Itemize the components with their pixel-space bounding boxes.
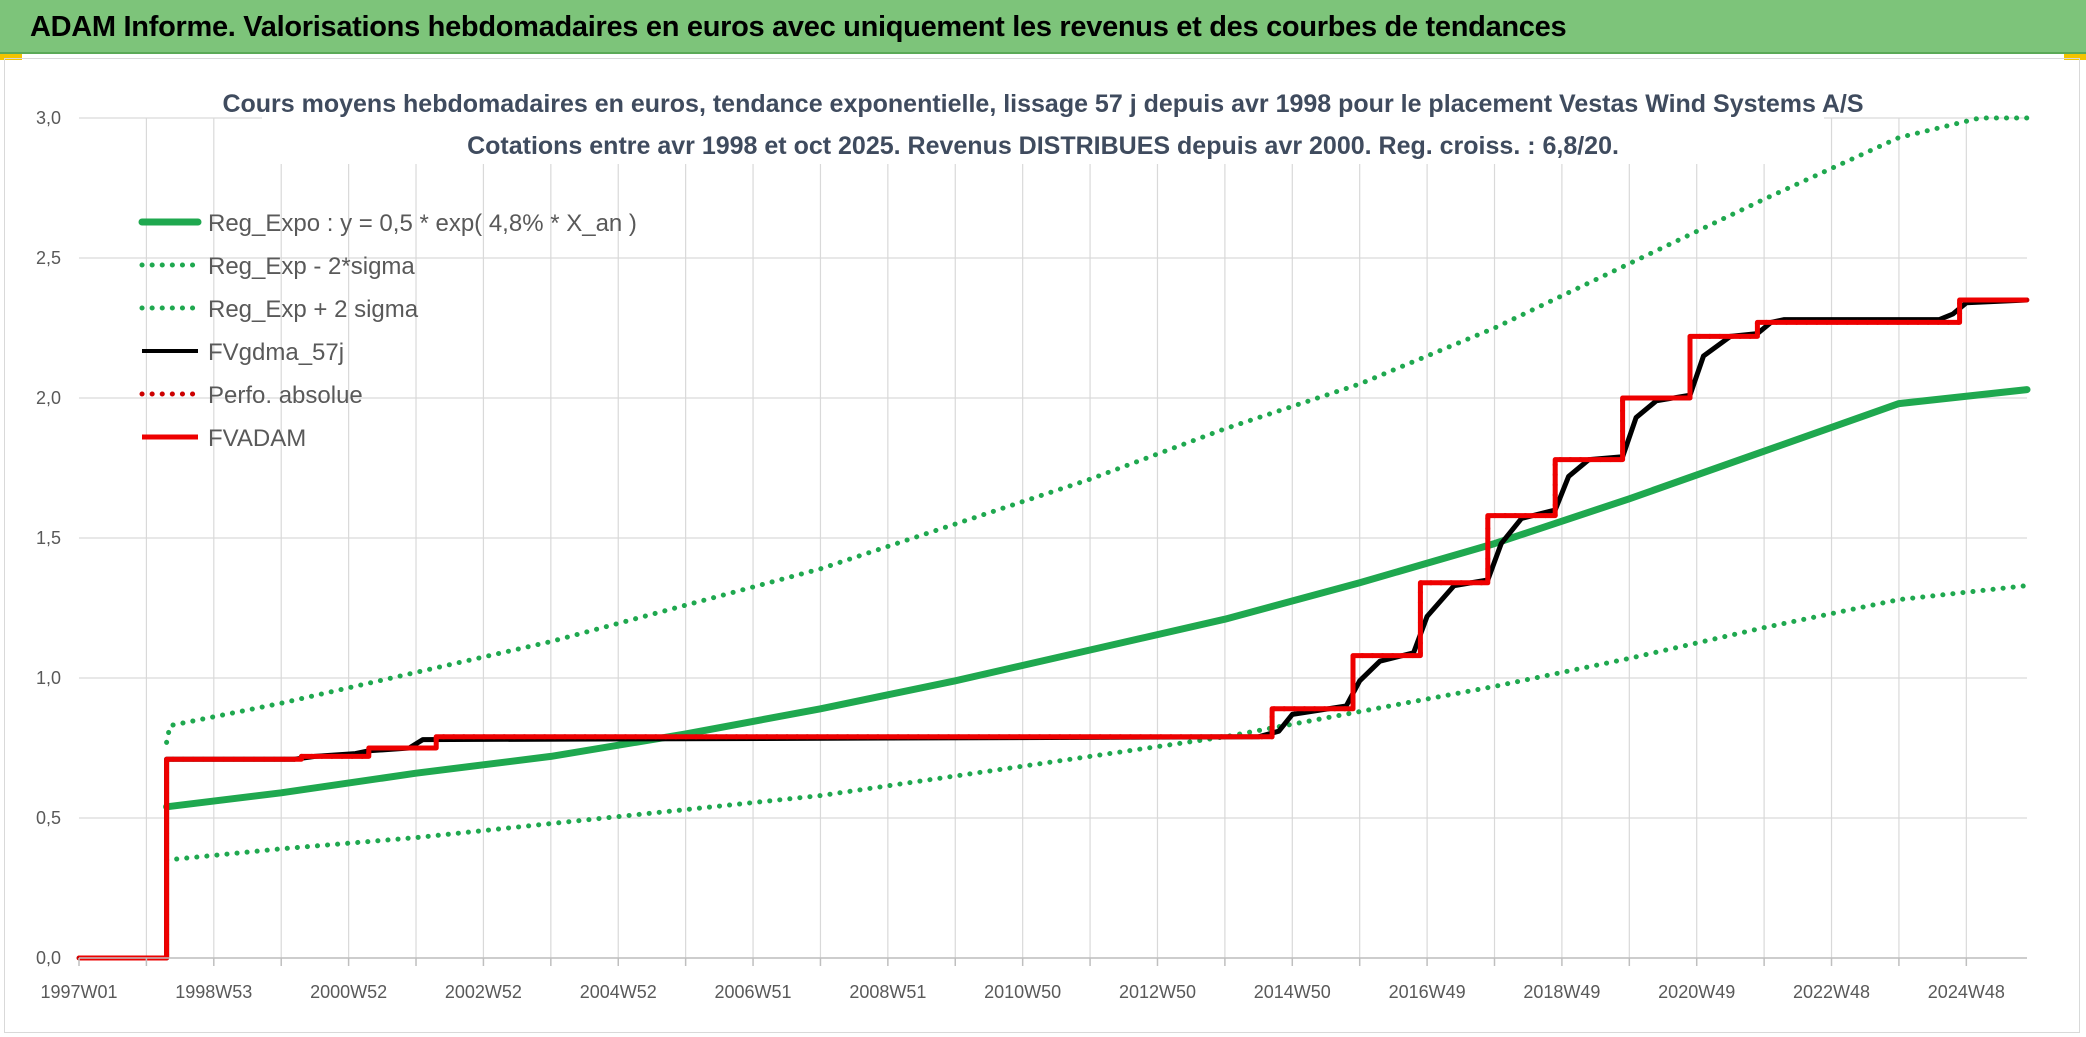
x-tick-label: 2000W52 xyxy=(310,982,387,1002)
legend-label-reg-exp-2-sigma: Reg_Exp + 2 sigma xyxy=(208,296,419,323)
chart-frame xyxy=(4,58,2080,1033)
legend-label-fvgdma-57j: FVgdma_57j xyxy=(208,339,344,366)
x-tick-label: 2006W51 xyxy=(715,982,792,1002)
legend-label-perfo-absolue: Perfo. absolue xyxy=(208,382,363,409)
chart-subtitle: Cotations entre avr 1998 et oct 2025. Re… xyxy=(467,132,1619,160)
series-line-reg-exp-2-sigma xyxy=(164,115,2030,745)
report-title: ADAM Informe. Valorisations hebdomadaire… xyxy=(30,11,1567,43)
legend-label-reg-exp-2-sigma: Reg_Exp - 2*sigma xyxy=(208,253,415,280)
series-line-reg-exp-2-sigma xyxy=(164,583,2030,863)
report-banner: ADAM Informe. Valorisations hebdomadaire… xyxy=(0,0,2086,54)
x-tick-label: 2008W51 xyxy=(849,982,926,1002)
x-tick-label: 2014W50 xyxy=(1254,982,1331,1002)
x-tick-label: 2022W48 xyxy=(1793,982,1870,1002)
y-tick-label: 1,5 xyxy=(36,528,61,548)
series-line-reg-expo-y-0-5-exp-4-8-x-an xyxy=(163,386,2031,811)
y-tick-label: 2,0 xyxy=(36,388,61,408)
corner-accent-top-right xyxy=(2064,54,2086,60)
legend: Reg_Expo : y = 0,5 * exp( 4,8% * X_an ) R… xyxy=(138,210,637,452)
x-tick-label: 2024W48 xyxy=(1928,982,2005,1002)
x-tick-label: 2002W52 xyxy=(445,982,522,1002)
x-tick-label: 2020W49 xyxy=(1658,982,1735,1002)
series-lines xyxy=(76,115,2031,961)
series-line-perfo-absolue xyxy=(76,297,2030,961)
series-line-fvadam xyxy=(79,297,2027,961)
y-tick-label: 2,5 xyxy=(36,248,61,268)
x-tick-label: 2010W50 xyxy=(984,982,1061,1002)
x-tick-label: 2012W50 xyxy=(1119,982,1196,1002)
corner-accent-top-left xyxy=(0,54,22,60)
legend-label-reg-expo-y-0-5-exp-4-8-x-an: Reg_Expo : y = 0,5 * exp( 4,8% * X_an ) xyxy=(208,210,637,237)
legend-label-fvadam: FVADAM xyxy=(208,425,306,452)
axes: 0,0 0,5 1,0 1,5 2,0 2,5 3,0 1997W01 1998W53 2000W… xyxy=(36,108,2027,1002)
title-backdrop xyxy=(262,84,1824,164)
x-tick-label: 1998W53 xyxy=(175,982,252,1002)
y-tick-label: 0,0 xyxy=(36,948,61,968)
x-tick-label: 2004W52 xyxy=(580,982,657,1002)
gridlines xyxy=(79,117,2027,959)
x-tick-label: 2016W49 xyxy=(1389,982,1466,1002)
x-tick-label: 2018W49 xyxy=(1523,982,1600,1002)
chart-title: Cours moyens hebdomadaires en euros, ten… xyxy=(222,90,1863,118)
y-tick-label: 1,0 xyxy=(36,668,61,688)
y-tick-label: 3,0 xyxy=(36,108,61,128)
y-tick-label: 0,5 xyxy=(36,808,61,828)
series-line-fvgdma-57j xyxy=(79,297,2028,961)
x-tick-label: 1997W01 xyxy=(40,982,117,1002)
